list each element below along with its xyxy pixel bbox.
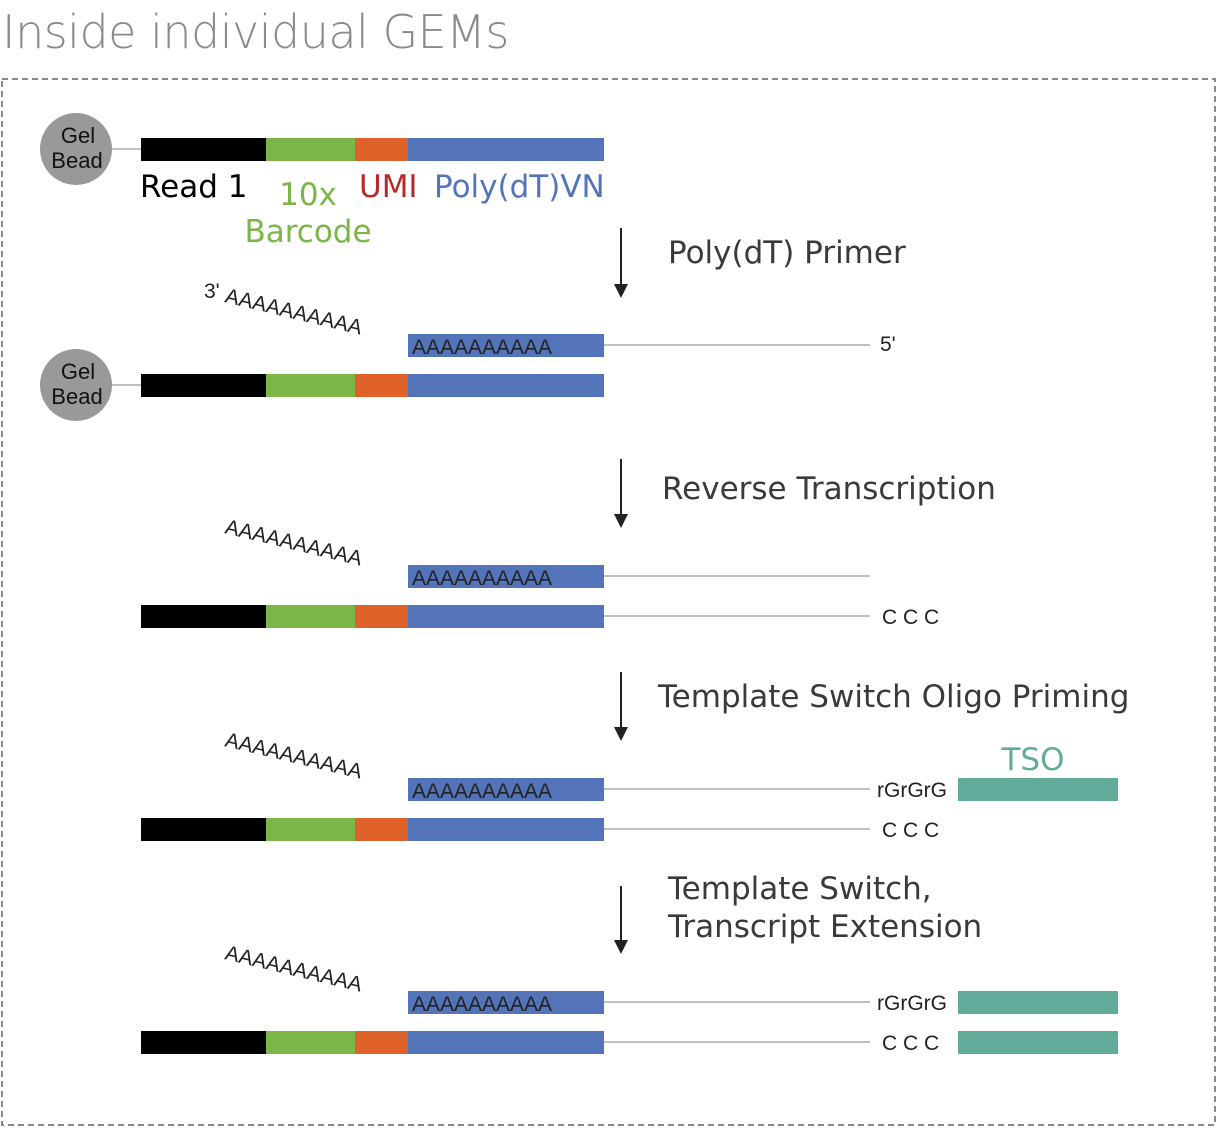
step-4: Template Switch, Transcript Extension bbox=[614, 871, 982, 954]
polyt-block-label: AAAAAAAAAA bbox=[412, 336, 552, 359]
legend-read1: Read 1 bbox=[140, 169, 247, 205]
polydt-segment bbox=[408, 605, 604, 628]
polya-tail: AAAAAAAAAA bbox=[223, 728, 365, 783]
legend-polydt: Poly(dT)VN bbox=[434, 169, 605, 205]
step-3: Template Switch Oligo Priming bbox=[614, 672, 1129, 741]
read1-segment bbox=[141, 138, 266, 161]
polyt-block bbox=[408, 565, 604, 588]
down-arrow-icon bbox=[614, 284, 628, 298]
tso-complement-segment bbox=[958, 1031, 1118, 1054]
polyt-block-label: AAAAAAAAAA bbox=[412, 993, 552, 1016]
read1-segment bbox=[141, 605, 266, 628]
step-label-reverse-transcription: Reverse Transcription bbox=[662, 471, 996, 507]
gel-bead-label-line1: Gel bbox=[61, 359, 95, 384]
barcode-segment bbox=[266, 605, 355, 628]
gel-bead-icon bbox=[40, 349, 112, 421]
polyt-block bbox=[408, 334, 604, 357]
umi-segment bbox=[355, 374, 408, 397]
construct-5: AAAAAAAAAA AAAAAAAAAA rGrGrG C C C bbox=[141, 941, 1118, 1055]
gel-bead-label-line2: Bead bbox=[51, 148, 102, 173]
step-2: Reverse Transcription bbox=[614, 459, 996, 528]
barcode-segment bbox=[266, 818, 355, 841]
polydt-segment bbox=[408, 818, 604, 841]
tso-segment bbox=[958, 778, 1118, 801]
umi-segment bbox=[355, 605, 408, 628]
down-arrow-icon bbox=[614, 514, 628, 528]
three-prime-label: 3' bbox=[204, 280, 220, 303]
down-arrow-icon bbox=[614, 727, 628, 741]
step-1: Poly(dT) Primer bbox=[614, 228, 906, 298]
read1-segment bbox=[141, 374, 266, 397]
ccc-label: C C C bbox=[882, 606, 939, 629]
legend-barcode-line2: Barcode bbox=[244, 214, 371, 250]
rgrgrg-label: rGrGrG bbox=[877, 992, 947, 1015]
tso-segment bbox=[958, 991, 1118, 1014]
barcode-segment bbox=[266, 374, 355, 397]
construct-1: Gel Bead Read 1 10x Barcode UMI Poly(dT)… bbox=[40, 113, 605, 250]
polya-tail: AAAAAAAAAA bbox=[223, 515, 365, 570]
read1-segment bbox=[141, 818, 266, 841]
umi-segment bbox=[355, 818, 408, 841]
barcode-segment bbox=[266, 138, 355, 161]
rgrgrg-label: rGrGrG bbox=[877, 779, 947, 802]
polydt-segment bbox=[408, 138, 604, 161]
polyt-block bbox=[408, 778, 604, 801]
construct-3: AAAAAAAAAA AAAAAAAAAA C C C bbox=[141, 515, 939, 629]
polydt-segment bbox=[408, 374, 604, 397]
polya-tail: AAAAAAAAAA bbox=[223, 284, 365, 339]
umi-segment bbox=[355, 1031, 408, 1054]
polya-tail: AAAAAAAAAA bbox=[223, 941, 365, 996]
tso-label: TSO bbox=[1000, 742, 1064, 778]
legend-barcode-line1: 10x bbox=[279, 177, 337, 213]
gel-bead-icon bbox=[40, 113, 112, 185]
ccc-label: C C C bbox=[882, 1032, 939, 1055]
polyt-block-label: AAAAAAAAAA bbox=[412, 780, 552, 803]
gel-bead-label-line2: Bead bbox=[51, 384, 102, 409]
read1-segment bbox=[141, 1031, 266, 1054]
polyt-block bbox=[408, 991, 604, 1014]
step-label-template-switch-line1: Template Switch, bbox=[667, 871, 932, 907]
step-label-tso-priming: Template Switch Oligo Priming bbox=[657, 679, 1129, 715]
legend-umi: UMI bbox=[359, 169, 418, 205]
umi-segment bbox=[355, 138, 408, 161]
gel-bead-label-line1: Gel bbox=[61, 123, 95, 148]
construct-2: 3' AAAAAAAAAA AAAAAAAAAA 5' Gel Bead bbox=[40, 280, 896, 421]
step-label-template-switch-line2: Transcript Extension bbox=[667, 909, 982, 945]
ccc-label: C C C bbox=[882, 819, 939, 842]
five-prime-label: 5' bbox=[880, 333, 896, 356]
step-label-polydt-primer: Poly(dT) Primer bbox=[668, 235, 906, 271]
barcode-segment bbox=[266, 1031, 355, 1054]
down-arrow-icon bbox=[614, 940, 628, 954]
page-title: Inside individual GEMs bbox=[2, 5, 509, 59]
polydt-segment bbox=[408, 1031, 604, 1054]
construct-4: AAAAAAAAAA AAAAAAAAAA rGrGrG TSO C C C bbox=[141, 728, 1118, 842]
polyt-block-label: AAAAAAAAAA bbox=[412, 567, 552, 590]
dashed-frame bbox=[1, 78, 1216, 1126]
